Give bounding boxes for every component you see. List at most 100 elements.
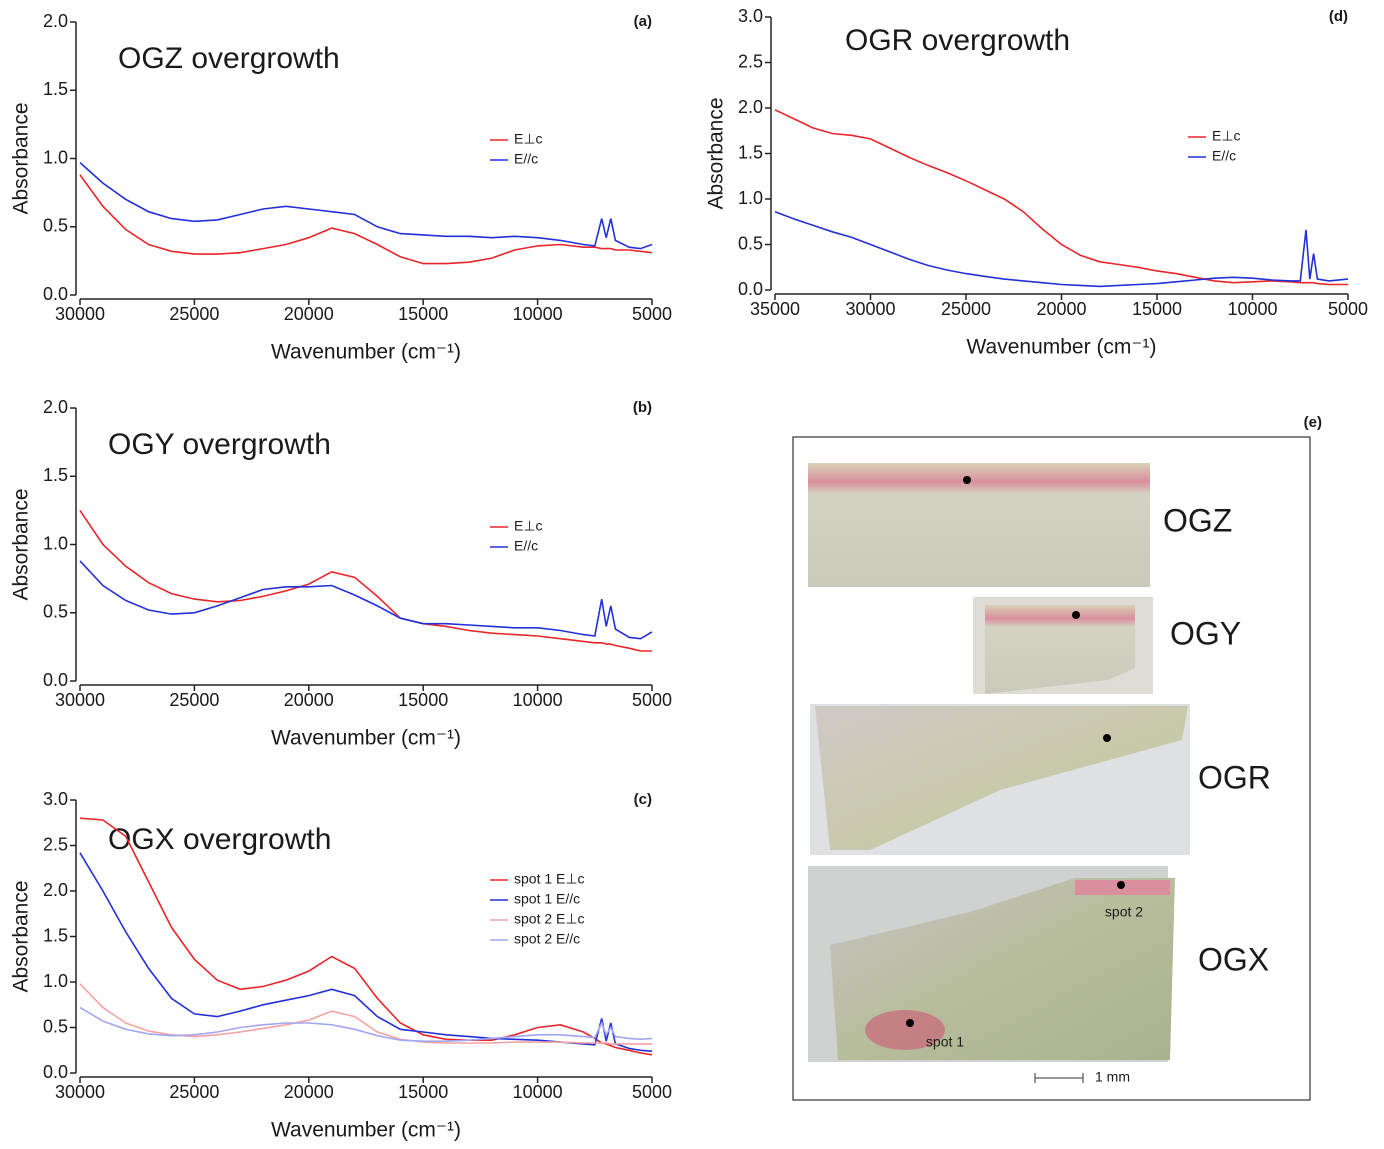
x-tick-label: 35000 (750, 299, 800, 319)
y-tick-label: 0.0 (43, 670, 68, 690)
chart-panel: 0.0 0.5 1.0 1.5 2.0 30000 25000 20000 15000 10000… (10, 397, 672, 750)
y-tick-label: 2.0 (738, 97, 763, 117)
y-tick-label: 2.5 (738, 51, 763, 71)
y-tick-label: 0.5 (43, 1016, 68, 1036)
panel-label: (e) (1304, 414, 1322, 431)
y-tick-label: 1.0 (43, 147, 68, 167)
legend-label: spot 2 E⊥c (514, 911, 585, 927)
scale-label: 1 mm (1095, 1069, 1130, 1085)
y-tick-label: 0.0 (738, 279, 763, 299)
x-tick-label: 5000 (632, 1082, 672, 1102)
x-tick-label: 30000 (55, 1082, 105, 1102)
x-tick-label: 25000 (169, 304, 219, 324)
chart-title: OGZ overgrowth (118, 42, 340, 75)
x-tick-label: 10000 (513, 690, 563, 710)
x-tick-label: 30000 (845, 299, 895, 319)
sample-label: OGX (1198, 941, 1269, 977)
x-tick-label: 25000 (169, 1082, 219, 1102)
y-tick-label: 2.0 (43, 397, 68, 417)
chart-title: OGR overgrowth (845, 24, 1070, 57)
y-tick-label: 1.5 (43, 465, 68, 485)
x-tick-label: 15000 (398, 304, 448, 324)
legend-label: E⊥c (1212, 128, 1241, 144)
chart-panel: 0.0 0.5 1.0 1.5 2.0 2.5 3.0 30000 25000 20000 1500… (10, 789, 672, 1142)
x-tick-label: 10000 (1227, 299, 1277, 319)
y-tick-label: 3.0 (43, 789, 68, 809)
x-tick-label: 5000 (632, 304, 672, 324)
x-tick-label: 20000 (284, 690, 334, 710)
panel-label: (c) (634, 791, 652, 808)
legend-label: E⊥c (514, 518, 543, 534)
spot-dot (1072, 611, 1080, 619)
x-tick-label: 30000 (55, 304, 105, 324)
figure: (e) OGZ OGY OGR OGX spot 2 spot 1 1 mm 0… (0, 0, 1384, 1144)
x-axis-label: Wavenumber (cm⁻¹) (271, 1119, 461, 1142)
x-tick-label: 20000 (284, 1082, 334, 1102)
y-tick-label: 2.0 (43, 11, 68, 31)
y-tick-label: 3.0 (738, 6, 763, 26)
sample-label: OGY (1170, 615, 1241, 651)
y-tick-label: 1.0 (738, 188, 763, 208)
y-tick-label: 1.5 (738, 142, 763, 162)
y-tick-label: 0.5 (43, 602, 68, 622)
spot-dot (1117, 881, 1125, 889)
x-tick-label: 25000 (169, 690, 219, 710)
panel-label: (a) (634, 13, 652, 30)
series-line (80, 163, 652, 249)
y-tick-label: 1.5 (43, 925, 68, 945)
y-axis-label: Absorbance (10, 488, 33, 600)
panel-label: (d) (1329, 8, 1348, 25)
y-tick-label: 2.5 (43, 834, 68, 854)
chart-title: OGX overgrowth (108, 823, 331, 856)
y-axis-label: Absorbance (705, 97, 728, 209)
y-tick-label: 1.0 (43, 533, 68, 553)
y-tick-label: 0.5 (738, 233, 763, 253)
spot-label: spot 2 (1105, 904, 1143, 920)
series-line (80, 561, 652, 639)
legend-label: E⊥c (514, 131, 543, 147)
series-line (775, 212, 1348, 287)
spot-dot (906, 1019, 914, 1027)
x-tick-label: 15000 (398, 690, 448, 710)
x-tick-label: 20000 (1036, 299, 1086, 319)
spot-label: spot 1 (926, 1034, 964, 1050)
legend-label: spot 2 E//c (514, 931, 580, 947)
spot-dot (1103, 734, 1111, 742)
legend-label: E//c (514, 151, 538, 167)
x-tick-label: 15000 (398, 1082, 448, 1102)
legend-label: E//c (1212, 148, 1236, 164)
x-tick-label: 30000 (55, 690, 105, 710)
y-tick-label: 1.5 (43, 79, 68, 99)
sample-label: OGZ (1163, 502, 1232, 538)
legend-label: E//c (514, 538, 538, 554)
x-tick-label: 10000 (513, 1082, 563, 1102)
legend-label: spot 1 E⊥c (514, 871, 585, 887)
chart-panel: 0.0 0.5 1.0 1.5 2.0 30000 25000 20000 15000 10000… (10, 11, 672, 364)
series-line (775, 110, 1348, 285)
chart-title: OGY overgrowth (108, 428, 331, 461)
y-tick-label: 2.0 (43, 880, 68, 900)
panel-e: (e) OGZ OGY OGR OGX spot 2 spot 1 1 mm (793, 414, 1322, 1100)
x-axis-label: Wavenumber (cm⁻¹) (271, 341, 461, 364)
series-line (80, 510, 652, 651)
x-axis-label: Wavenumber (cm⁻¹) (967, 336, 1157, 359)
chart-panel: 0.0 0.5 1.0 1.5 2.0 2.5 3.0 35000 30000 25000 2000… (705, 6, 1368, 359)
legend-label: spot 1 E//c (514, 891, 580, 907)
x-axis-label: Wavenumber (cm⁻¹) (271, 727, 461, 750)
photo-ogz (808, 463, 1150, 587)
spot-dot (963, 476, 971, 484)
y-tick-label: 0.0 (43, 284, 68, 304)
panel-label: (b) (633, 399, 652, 416)
x-tick-label: 20000 (284, 304, 334, 324)
y-tick-label: 0.0 (43, 1062, 68, 1082)
x-tick-label: 5000 (1328, 299, 1368, 319)
y-tick-label: 1.0 (43, 971, 68, 991)
x-tick-label: 25000 (941, 299, 991, 319)
sample-label: OGR (1198, 759, 1271, 795)
series-line (80, 175, 652, 264)
y-tick-label: 0.5 (43, 216, 68, 236)
y-axis-label: Absorbance (10, 880, 33, 992)
y-axis-label: Absorbance (10, 102, 33, 214)
x-tick-label: 5000 (632, 690, 672, 710)
x-tick-label: 10000 (513, 304, 563, 324)
